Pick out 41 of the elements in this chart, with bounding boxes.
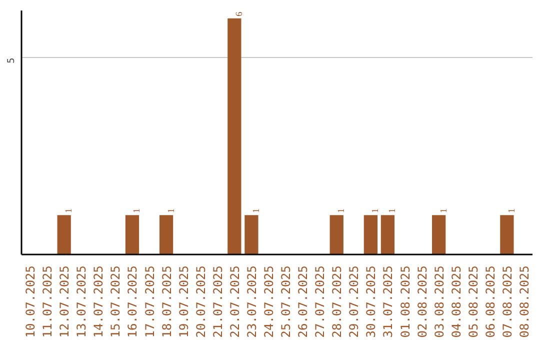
x-tick-label: 28.07.2025	[330, 265, 344, 338]
x-tick-label: 02.08.2025	[415, 265, 430, 338]
x-tick-label: 03.08.2025	[432, 265, 446, 338]
x-tick-label: 04.08.2025	[449, 265, 464, 338]
x-tick-label: 31.07.2025	[381, 265, 396, 338]
x-tick-label: 25.07.2025	[279, 265, 294, 338]
x-tick-label: 13.07.2025	[74, 265, 89, 338]
data-label: 1	[371, 208, 382, 214]
data-label: 1	[337, 208, 348, 214]
x-tick-label: 27.07.2025	[313, 265, 328, 338]
x-tick-label: 06.08.2025	[483, 265, 498, 338]
data-label: 1	[439, 208, 450, 214]
data-label: 1	[132, 208, 143, 214]
data-label: 1	[252, 208, 262, 214]
data-label: 6	[234, 11, 245, 16]
x-tick-label: 10.07.2025	[24, 265, 38, 338]
y-tick-label: 5	[6, 58, 17, 64]
x-tick-label: 30.07.2025	[364, 265, 378, 338]
x-tick-label: 11.07.2025	[40, 265, 55, 338]
x-tick-label: 07.08.2025	[500, 265, 514, 338]
x-tick-label: 23.07.2025	[244, 265, 259, 338]
x-tick-label: 17.07.2025	[142, 265, 157, 338]
x-tick-label: 19.07.2025	[176, 265, 191, 338]
x-tick-label: 20.07.2025	[194, 265, 208, 338]
x-tick-label: 08.08.2025	[517, 265, 532, 338]
x-tick-label: 01.08.2025	[398, 265, 412, 338]
x-tick-label: 12.07.2025	[58, 265, 72, 338]
x-tick-label: 21.07.2025	[210, 265, 225, 338]
x-tick-label: 14.07.2025	[92, 265, 106, 338]
x-tick-label: 24.07.2025	[262, 265, 276, 338]
x-tick-label: 26.07.2025	[296, 265, 310, 338]
x-tick-label: 18.07.2025	[160, 265, 174, 338]
x-tick-label: 29.07.2025	[347, 265, 362, 338]
x-tick-label: 16.07.2025	[126, 265, 140, 338]
x-tick-label: 22.07.2025	[228, 265, 242, 338]
data-label: 1	[507, 208, 518, 214]
data-label: 1	[64, 208, 75, 214]
x-tick-label: 15.07.2025	[108, 265, 123, 338]
x-tick-label: 05.08.2025	[466, 265, 480, 338]
data-label: 1	[166, 208, 177, 214]
data-label: 1	[388, 208, 398, 214]
